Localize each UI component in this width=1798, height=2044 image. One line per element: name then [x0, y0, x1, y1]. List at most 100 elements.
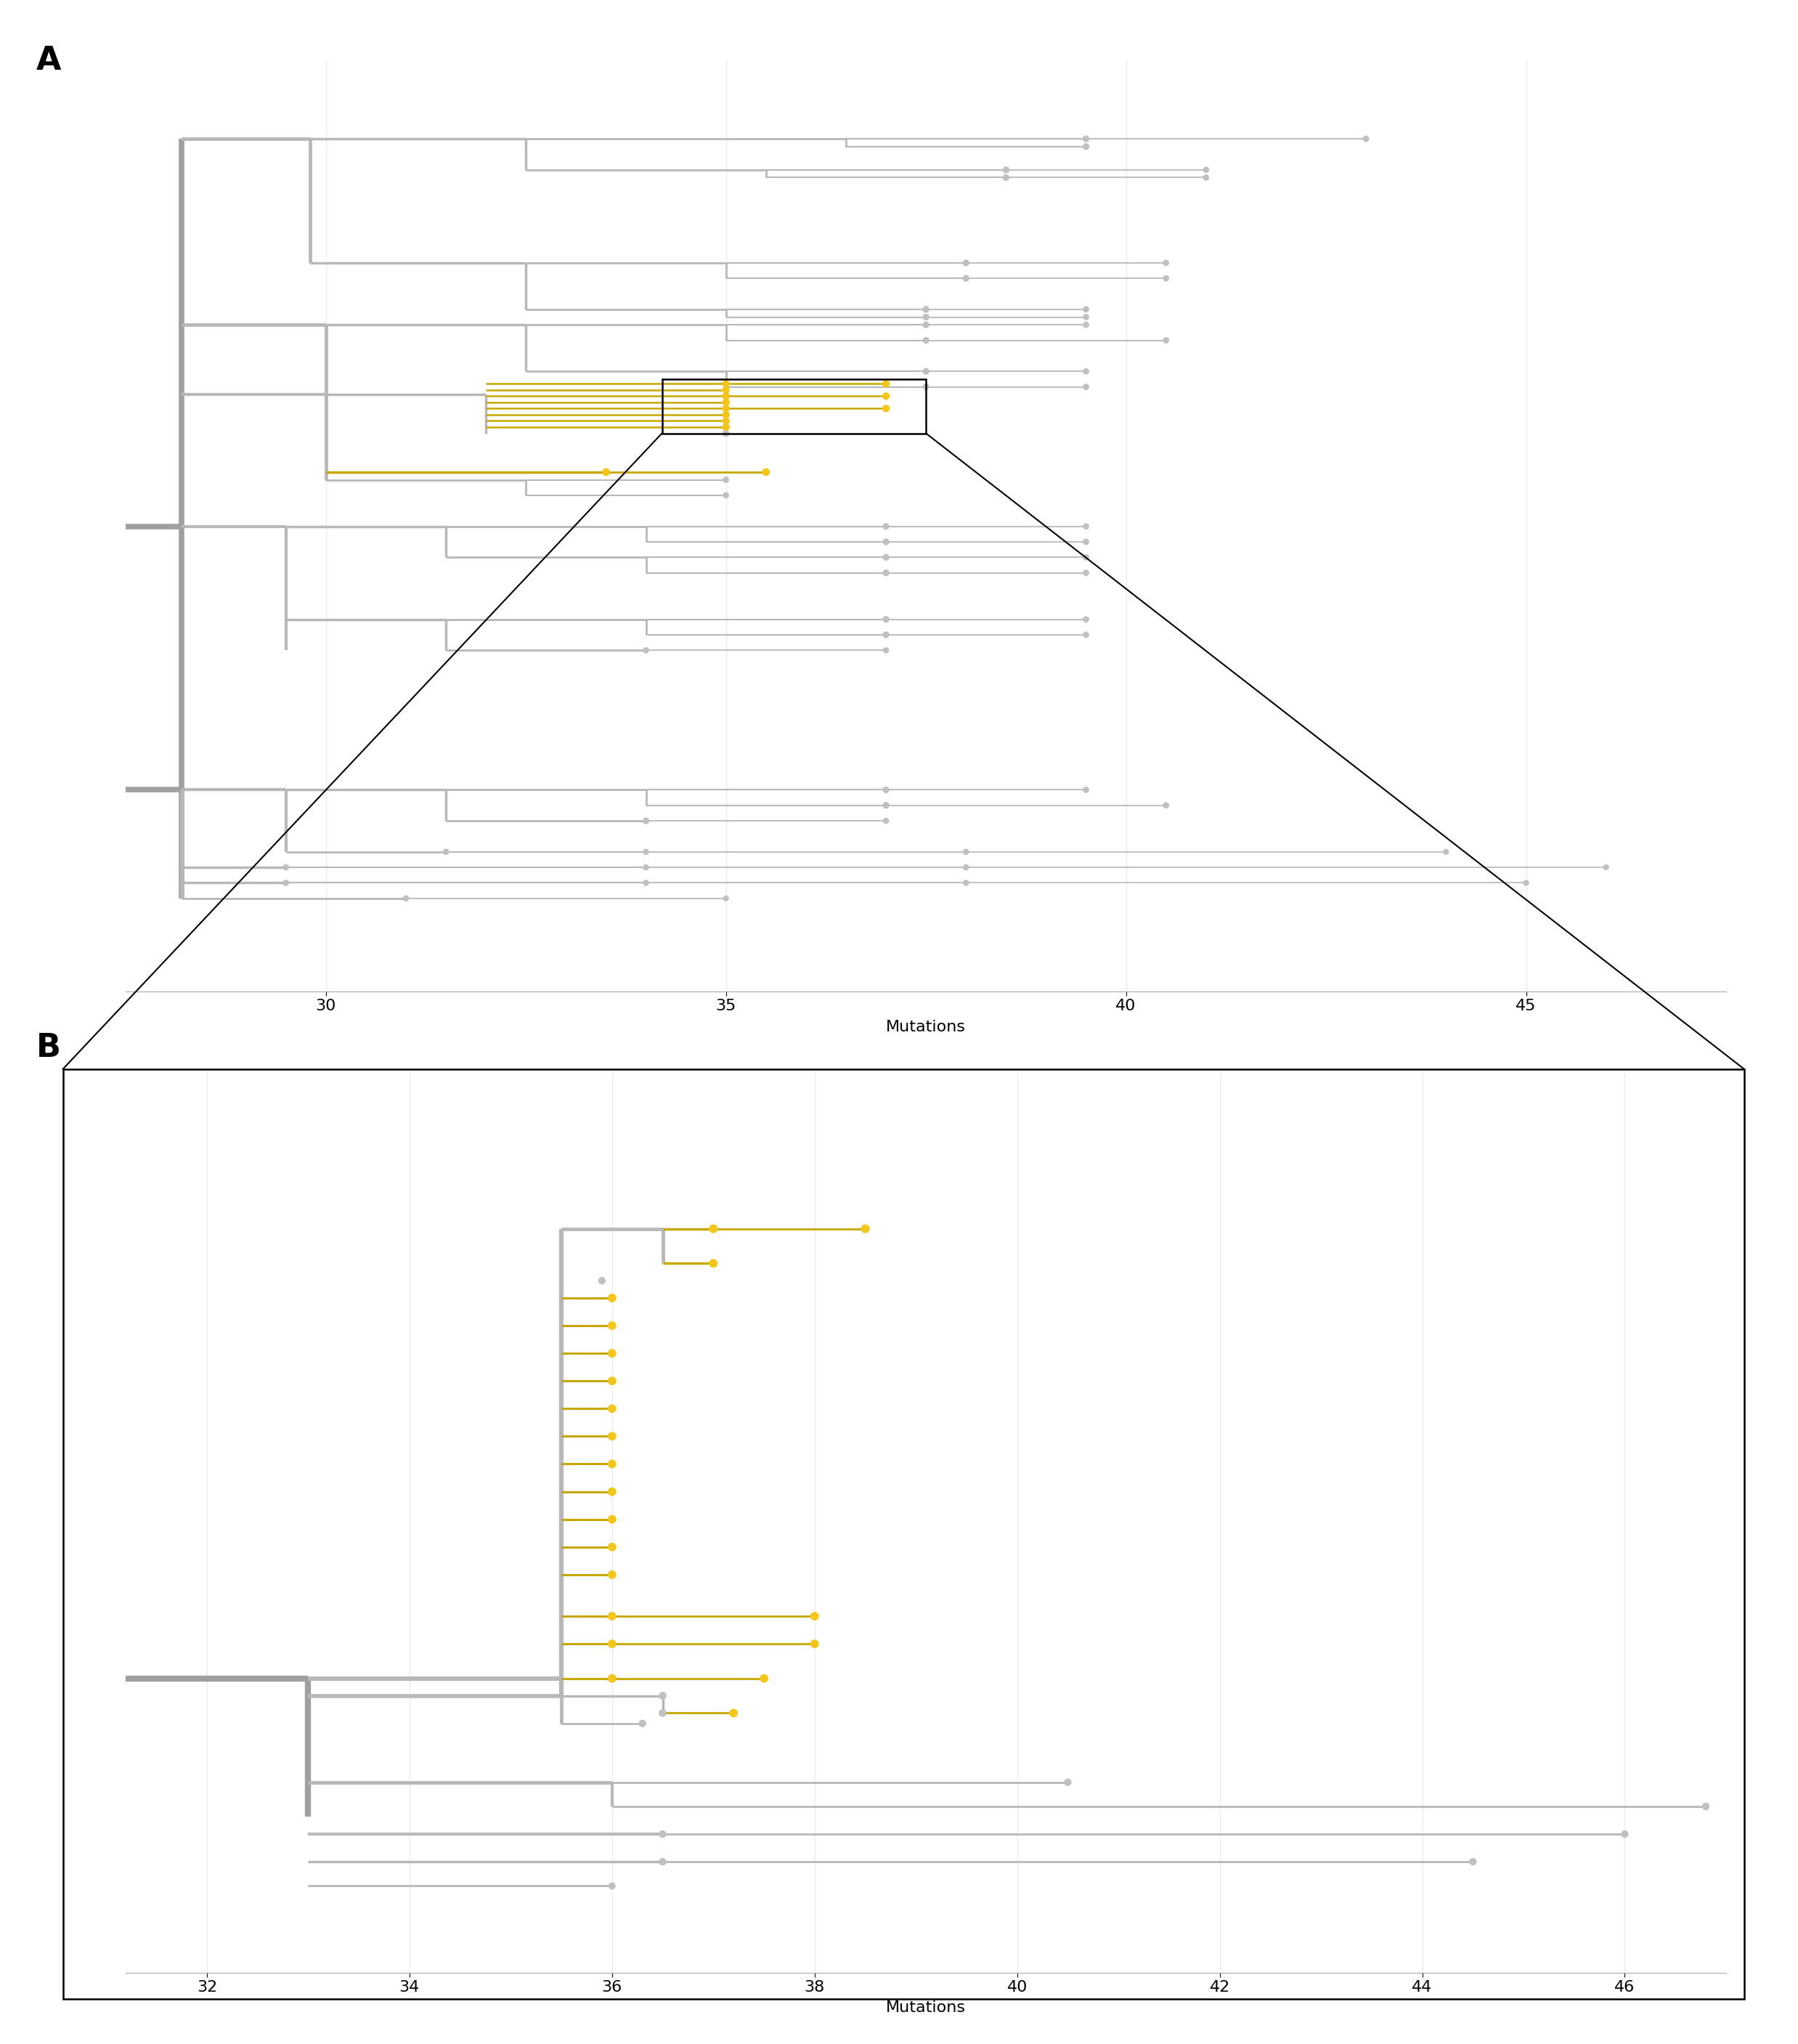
Point [1591, 850, 1620, 883]
Point [649, 1817, 678, 1850]
Point [912, 300, 940, 333]
Point [597, 1662, 626, 1694]
Point [712, 405, 741, 437]
Point [912, 323, 940, 356]
Point [872, 789, 901, 822]
Point [712, 883, 741, 916]
Point [951, 867, 980, 899]
Bar [662, 378, 926, 433]
Point [631, 836, 660, 869]
Point [631, 805, 660, 838]
Point [719, 1697, 748, 1729]
Point [597, 1600, 626, 1633]
Point [649, 1697, 678, 1729]
Point [1054, 1766, 1082, 1799]
Point [631, 634, 660, 666]
Point [872, 556, 901, 589]
Point [951, 836, 980, 869]
Point [912, 370, 940, 403]
Point [992, 161, 1021, 194]
Point [800, 1600, 829, 1633]
Point [1153, 323, 1181, 356]
Point [712, 478, 741, 511]
Point [631, 867, 660, 899]
Point [1072, 123, 1100, 155]
Point [271, 867, 300, 899]
Point [992, 153, 1021, 186]
Point [592, 456, 620, 489]
Point [872, 542, 901, 574]
Point [750, 1662, 779, 1694]
Point [1072, 556, 1100, 589]
Point [597, 1476, 626, 1508]
Point [271, 850, 300, 883]
Point [597, 1447, 626, 1480]
Point [712, 374, 741, 407]
Point [1458, 1846, 1487, 1878]
Point [712, 399, 741, 431]
Point [1153, 789, 1181, 822]
Point [951, 262, 980, 294]
Point [850, 1212, 879, 1245]
Point [597, 1310, 626, 1343]
Point [872, 805, 901, 838]
Point [588, 1265, 617, 1298]
Point [1072, 131, 1100, 164]
Point [1072, 370, 1100, 403]
Point [1153, 247, 1181, 280]
Point [951, 850, 980, 883]
Point [392, 883, 421, 916]
Point [872, 603, 901, 636]
Point [912, 356, 940, 388]
Point [649, 1680, 678, 1713]
Point [597, 1392, 626, 1425]
Point [1153, 262, 1181, 294]
Point [597, 1337, 626, 1369]
Point [1072, 619, 1100, 652]
Point [649, 1846, 678, 1878]
Point [432, 836, 460, 869]
Point [912, 309, 940, 341]
Point [1192, 153, 1221, 186]
Point [872, 380, 901, 413]
Point [712, 386, 741, 419]
Point [712, 417, 741, 450]
Point [872, 368, 901, 401]
Point [699, 1247, 728, 1280]
Point [951, 247, 980, 280]
Text: B: B [36, 1032, 61, 1063]
Point [1352, 123, 1381, 155]
Point [1072, 300, 1100, 333]
Point [1072, 511, 1100, 544]
Point [800, 1627, 829, 1660]
Point [1072, 309, 1100, 341]
Point [631, 850, 660, 883]
Point [597, 1421, 626, 1453]
Point [872, 525, 901, 558]
Point [712, 392, 741, 425]
Point [699, 1212, 728, 1245]
Point [597, 1558, 626, 1590]
Point [1611, 1817, 1640, 1850]
X-axis label: Mutations: Mutations [886, 1020, 966, 1034]
Point [628, 1707, 656, 1739]
Point [597, 1365, 626, 1398]
Point [597, 1870, 626, 1903]
Point [712, 368, 741, 401]
Text: A: A [36, 45, 61, 76]
Point [1072, 773, 1100, 805]
Point [872, 511, 901, 544]
Point [1072, 356, 1100, 388]
Point [752, 456, 780, 489]
Point [1192, 161, 1221, 194]
Point [1072, 542, 1100, 574]
Point [712, 411, 741, 444]
Point [872, 619, 901, 652]
Point [872, 634, 901, 666]
Point [872, 773, 901, 805]
Point [1072, 603, 1100, 636]
Point [712, 464, 741, 497]
Point [872, 392, 901, 425]
Point [1431, 836, 1460, 869]
Point [1512, 867, 1541, 899]
